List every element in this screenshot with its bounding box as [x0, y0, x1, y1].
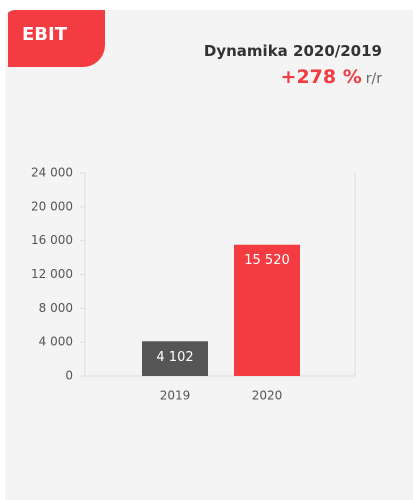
card: EBIT Dynamika 2020/2019 +278 % r/r: [5, 10, 413, 500]
value-label: 4 102: [156, 350, 193, 365]
y-tick-label: 16 000: [31, 233, 73, 247]
change-value: +278 %: [280, 66, 362, 88]
x-tick-label: 2020: [252, 389, 283, 403]
title: Dynamika 2020/2019: [203, 42, 382, 60]
change: +278 % r/r: [281, 66, 382, 88]
y-tick-label: 24 000: [31, 166, 73, 180]
y-tick-label: 0: [65, 369, 73, 383]
value-label: 15 520: [244, 253, 290, 268]
y-tick-label: 12 000: [31, 267, 73, 281]
y-tick-label: 20 000: [31, 199, 73, 213]
badge: EBIT: [8, 10, 105, 67]
bar: [142, 341, 208, 376]
y-tick-label: 4 000: [39, 335, 73, 349]
y-tick-label: 8 000: [39, 301, 73, 315]
change-unit: r/r: [365, 71, 382, 87]
x-tick-label: 2019: [160, 389, 191, 403]
bar: [234, 244, 300, 376]
